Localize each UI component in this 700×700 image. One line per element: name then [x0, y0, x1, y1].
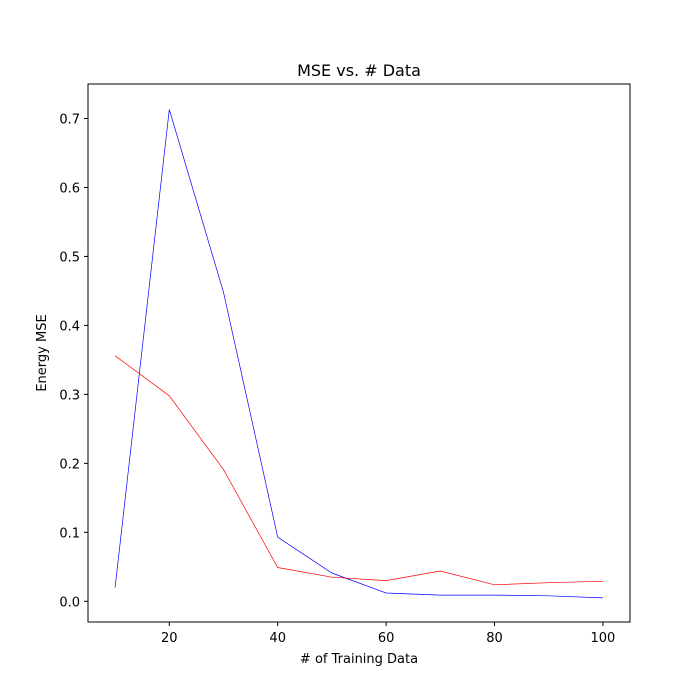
x-tick-label: 20: [161, 631, 178, 646]
x-tick-label: 40: [269, 631, 286, 646]
y-tick-label: 0.6: [59, 181, 80, 196]
y-tick-label: 0.1: [59, 526, 80, 541]
x-tick-label: 80: [486, 631, 503, 646]
x-tick-label: 60: [378, 631, 395, 646]
series-line-2: [114, 355, 603, 586]
series-line-1: [114, 109, 603, 599]
y-tick-label: 0.3: [59, 388, 80, 403]
y-tick-label: 0.2: [59, 457, 80, 472]
plot-area: [114, 109, 603, 599]
y-tick-label: 0.7: [59, 112, 80, 127]
chart-title: MSE vs. # Data: [297, 61, 421, 80]
y-tick-label: 0.4: [59, 319, 80, 334]
y-tick-label: 0.0: [59, 595, 80, 610]
plot-frame: [87, 83, 631, 623]
y-axis: 0.0 0.1 0.2 0.3 0.4 0.5 0.6 0.7: [59, 112, 88, 610]
x-axis: 20 40 60 80 100: [161, 622, 615, 646]
x-tick-label: 100: [590, 631, 615, 646]
y-axis-label: Energy MSE: [35, 314, 50, 391]
x-axis-label: # of Training Data: [300, 652, 418, 667]
y-tick-label: 0.5: [59, 250, 80, 265]
